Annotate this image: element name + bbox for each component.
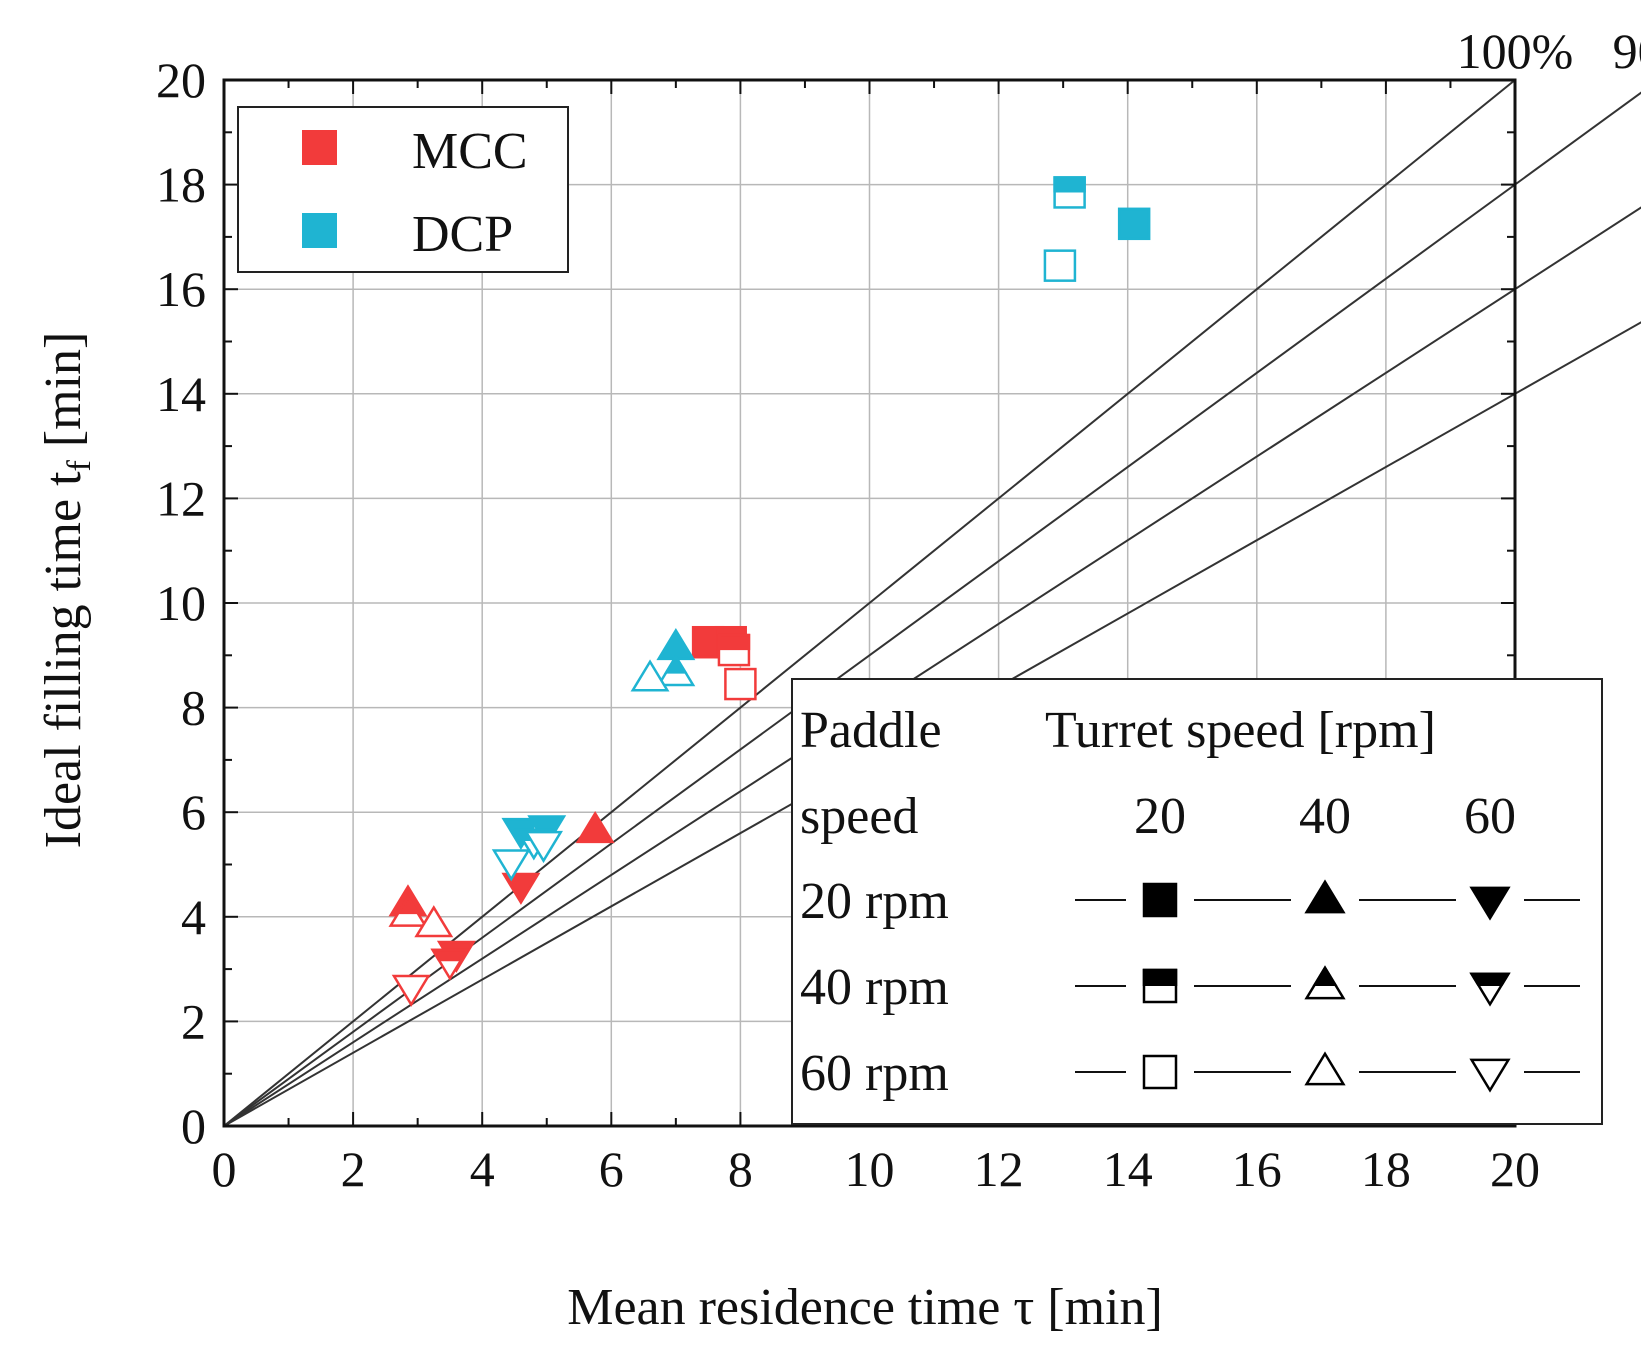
data-point-mcc: [430, 948, 470, 981]
legend-glyph: [1469, 972, 1511, 1007]
y-tick-label: 12: [156, 470, 206, 526]
legend-turret-20: 20: [1134, 788, 1186, 845]
data-point-dcp: [656, 654, 696, 687]
data-point-dcp: [1117, 207, 1151, 241]
x-tick-label: 12: [974, 1141, 1024, 1197]
y-tick-label: 14: [156, 366, 206, 422]
x-tick-label: 14: [1103, 1141, 1153, 1197]
axis-ticks: 0 2 4 6 8 10 12 14 16 18 20 0 2 4 6 8 10 12 14 16 18 20: [156, 52, 1540, 1197]
reference-line-label: 100%: [1457, 23, 1574, 79]
material-legend-box: [237, 106, 569, 273]
legend-glyph: [1469, 886, 1511, 921]
data-point-mcc: [388, 894, 428, 927]
data-point-dcp: [491, 849, 531, 882]
x-axis-title: Mean residence time τ [min]: [567, 1279, 1163, 1336]
legend-turret-40: 40: [1299, 788, 1351, 845]
y-tick-label: 16: [156, 261, 206, 317]
legend-paddle-60: 60 rpm: [800, 1045, 949, 1102]
reference-line: [223, 206, 1641, 1127]
data-point-mcc: [391, 974, 431, 1007]
data-point-mcc: [575, 810, 615, 844]
x-tick-label: 4: [470, 1141, 495, 1197]
data-point-mcc: [501, 872, 541, 905]
data-point-mcc: [414, 905, 454, 938]
x-tick-label: 8: [728, 1141, 753, 1197]
legend-paddle-40: 40 rpm: [800, 959, 949, 1016]
data-point-dcp: [630, 659, 670, 692]
legend-paddle-20: 20 rpm: [800, 873, 949, 930]
data-points: [388, 176, 1151, 1007]
material-legend: MCC DCP: [237, 106, 569, 273]
legend-dcp-label: DCP: [412, 206, 513, 263]
data-point-dcp: [1053, 176, 1086, 209]
y-axis-title: Ideal filling time tf [min]: [35, 332, 98, 849]
y-tick-label: 10: [156, 575, 206, 631]
y-tick-label: 6: [181, 784, 206, 840]
legend-glyph: [1304, 879, 1346, 914]
y-axis-title-end: [min]: [35, 332, 92, 461]
x-tick-label: 0: [212, 1141, 237, 1197]
x-tick-label: 16: [1232, 1141, 1282, 1197]
marker-legend: Paddle speed Turret speed [rpm] 20 40 60…: [791, 678, 1603, 1125]
x-tick-label: 6: [599, 1141, 624, 1197]
y-tick-label: 8: [181, 680, 206, 736]
legend-column-header: Turret speed [rpm]: [1045, 702, 1436, 759]
y-tick-label: 18: [156, 157, 206, 213]
reference-line: [223, 321, 1641, 1127]
data-point-mcc: [717, 633, 751, 667]
reference-lines: 70%80%90%100%: [223, 23, 1641, 1127]
reference-line-label: 90%: [1613, 23, 1641, 79]
y-tick-label: 0: [181, 1098, 206, 1154]
legend-mcc-swatch: [302, 130, 337, 165]
y-tick-label: 4: [181, 889, 206, 945]
legend-glyph: [1142, 882, 1178, 918]
data-point-dcp: [1043, 249, 1077, 282]
x-tick-label: 10: [845, 1141, 895, 1197]
legend-glyph: [1304, 1051, 1346, 1086]
legend-mcc-label: MCC: [412, 123, 528, 180]
y-tick-label: 20: [156, 52, 206, 108]
y-axis-title-main: Ideal filling time t: [35, 471, 92, 848]
legend-marker-glyphs: [1075, 872, 1580, 1100]
legend-glyph: [1304, 965, 1346, 1000]
legend-glyph: [1469, 1058, 1511, 1093]
data-point-mcc: [724, 667, 757, 701]
legend-glyph: [1142, 968, 1178, 1004]
x-tick-label: 20: [1490, 1141, 1540, 1197]
legend-glyph: [1142, 1054, 1178, 1090]
x-tick-label: 2: [341, 1141, 366, 1197]
y-axis-title-subscript: f: [61, 459, 98, 471]
legend-row-header-speed: speed: [800, 788, 918, 845]
legend-turret-60: 60: [1464, 788, 1516, 845]
data-point-dcp: [524, 830, 563, 864]
legend-dcp-swatch: [302, 213, 337, 248]
y-tick-label: 2: [181, 993, 206, 1049]
x-tick-label: 18: [1361, 1141, 1411, 1197]
legend-row-header-paddle: Paddle: [800, 702, 942, 759]
